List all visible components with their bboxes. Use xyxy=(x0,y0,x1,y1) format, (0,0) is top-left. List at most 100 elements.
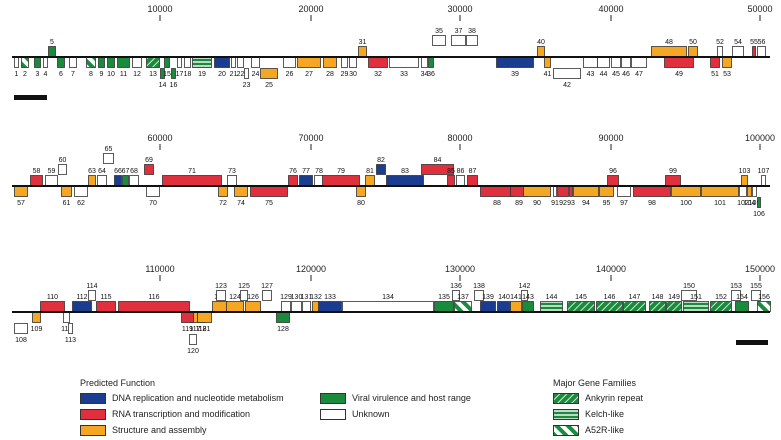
gene-box-56 xyxy=(757,46,766,57)
gene-label-6: 6 xyxy=(59,71,63,78)
gene-box-12 xyxy=(132,57,142,68)
legend-families-title: Major Gene Families xyxy=(553,378,637,388)
gene-label-72: 72 xyxy=(219,200,227,207)
legend-item-dna: DNA replication and nucleotide metabolis… xyxy=(80,393,284,405)
gene-label-102: 102 xyxy=(737,200,749,207)
gene-label-156: 156 xyxy=(758,294,770,301)
gene-label-65: 65 xyxy=(105,146,113,153)
gene-box-155 xyxy=(751,290,761,301)
gene-box-43 xyxy=(583,57,598,68)
gene-box-140 xyxy=(497,301,511,312)
gene-label-29: 29 xyxy=(341,71,349,78)
gene-box-52 xyxy=(717,46,723,57)
legend-label-kelch: Kelch-like xyxy=(585,409,625,419)
gene-label-14: 14 xyxy=(159,82,167,89)
gene-box-76 xyxy=(288,175,298,186)
gene-box-1 xyxy=(14,57,19,68)
gene-label-38: 38 xyxy=(468,28,476,35)
gene-box-29 xyxy=(341,57,348,68)
gene-box-24 xyxy=(251,57,260,68)
gene-box-6 xyxy=(57,57,65,68)
gene-box-51 xyxy=(710,57,720,68)
legend-label-ankyrin: Ankyrin repeat xyxy=(585,393,644,403)
gene-label-145: 145 xyxy=(575,294,587,301)
gene-box-108 xyxy=(14,323,28,334)
gene-box-156 xyxy=(757,301,771,312)
gene-label-75: 75 xyxy=(265,200,273,207)
gene-label-95: 95 xyxy=(603,200,611,207)
gene-box-126 xyxy=(245,301,261,312)
gene-box-68 xyxy=(129,175,139,186)
gene-box-128 xyxy=(276,312,290,323)
gene-label-42: 42 xyxy=(563,82,571,89)
gene-label-66: 66 xyxy=(114,168,122,175)
gene-label-91: 91 xyxy=(551,200,559,207)
axis-tick-label: 20000 xyxy=(298,4,323,14)
gene-label-131: 131 xyxy=(301,294,313,301)
gene-box-39 xyxy=(496,57,534,68)
axis-tick-label: 90000 xyxy=(598,133,623,143)
gene-label-11: 11 xyxy=(120,71,127,78)
gene-label-154: 154 xyxy=(736,294,748,301)
gene-box-129 xyxy=(281,301,291,312)
gene-box-143 xyxy=(522,301,534,312)
gene-box-35 xyxy=(432,35,446,46)
gene-box-133 xyxy=(318,301,342,312)
gene-box-102 xyxy=(739,186,747,197)
legend-item-ankyrin: Ankyrin repeat xyxy=(553,393,644,405)
gene-label-129: 129 xyxy=(280,294,292,301)
gene-box-95 xyxy=(599,186,614,197)
gene-box-66 xyxy=(114,175,122,186)
gene-box-48 xyxy=(651,46,687,57)
gene-label-58: 58 xyxy=(33,168,41,175)
gene-box-104 xyxy=(747,186,752,197)
gene-box-146 xyxy=(596,301,623,312)
gene-box-110 xyxy=(40,301,65,312)
gene-label-46: 46 xyxy=(622,71,630,78)
gene-box-7 xyxy=(69,57,77,68)
gene-label-115: 115 xyxy=(100,294,111,301)
axis-tick-label: 50000 xyxy=(747,4,772,14)
gene-box-98 xyxy=(633,186,671,197)
gene-label-128: 128 xyxy=(277,326,289,333)
gene-box-150 xyxy=(681,290,697,301)
axis-tick-label: 10000 xyxy=(147,4,172,14)
gene-label-111: 111 xyxy=(61,326,72,333)
gene-label-40: 40 xyxy=(537,39,545,46)
legend-swatch-dna xyxy=(80,393,106,405)
gene-box-30 xyxy=(349,57,357,68)
gene-label-147: 147 xyxy=(629,294,641,301)
axis-tick-label: 130000 xyxy=(445,264,475,274)
gene-box-9 xyxy=(98,57,105,68)
gene-label-148: 148 xyxy=(652,294,664,301)
gene-box-4 xyxy=(43,57,48,68)
gene-label-33: 33 xyxy=(400,71,408,78)
gene-label-77: 77 xyxy=(302,168,310,175)
gene-label-108: 108 xyxy=(15,337,27,344)
gene-box-44 xyxy=(597,57,610,68)
gene-box-96 xyxy=(607,175,619,186)
legend-item-rna: RNA transcription and modification xyxy=(80,409,250,421)
gene-label-13: 13 xyxy=(149,71,157,78)
gene-label-114: 114 xyxy=(86,283,97,290)
gene-box-111 xyxy=(63,312,70,323)
gene-label-50: 50 xyxy=(689,39,697,46)
gene-box-55 xyxy=(752,46,756,57)
gene-box-3 xyxy=(34,57,41,68)
gene-label-7: 7 xyxy=(71,71,75,78)
gene-box-15 xyxy=(164,57,170,68)
gene-label-55: 55 xyxy=(750,39,758,46)
gene-box-10 xyxy=(107,57,115,68)
scale-bar xyxy=(736,340,768,345)
gene-box-27 xyxy=(297,57,321,68)
gene-label-134: 134 xyxy=(382,294,394,301)
gene-box-131 xyxy=(302,301,311,312)
gene-box-26 xyxy=(283,57,296,68)
gene-box-87 xyxy=(467,175,478,186)
gene-label-36: 36 xyxy=(427,71,435,78)
gene-box-53 xyxy=(722,57,732,68)
gene-label-153: 153 xyxy=(730,283,742,290)
gene-box-5 xyxy=(48,46,56,57)
legend-swatch-structure xyxy=(80,425,106,437)
